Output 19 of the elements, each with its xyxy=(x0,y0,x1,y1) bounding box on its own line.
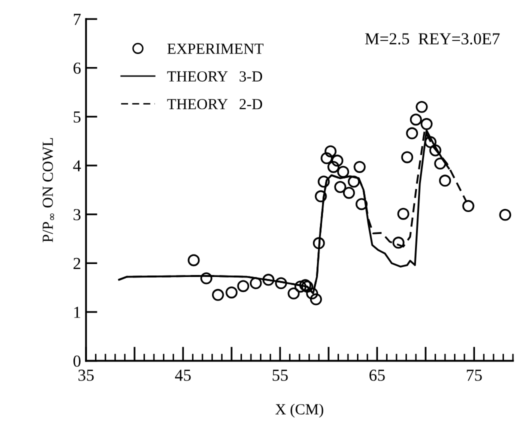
x-tick-label: 35 xyxy=(78,370,94,381)
y-tick-label: 2 xyxy=(74,258,80,269)
x-tick-label: 75 xyxy=(466,370,482,381)
legend-label: THEORY 2-D xyxy=(167,99,262,110)
y-axis-title: P/P$_{∞}$ ON COWL xyxy=(42,138,54,242)
y-tick-label: 0 xyxy=(73,356,81,367)
y-tick-label: 5 xyxy=(74,112,81,123)
y-tick-label: 1 xyxy=(74,306,80,318)
x-tick-label: 65 xyxy=(369,370,385,381)
y-tick-label: 7 xyxy=(74,14,81,25)
y-tick-label: 4 xyxy=(73,160,81,172)
x-axis-title: X (CM) xyxy=(275,404,324,418)
legend-label: EXPERIMENT xyxy=(167,44,264,54)
x-tick-label: 55 xyxy=(272,370,288,381)
y-tick-label: 6 xyxy=(74,62,81,74)
legend-label: THEORY 3-D xyxy=(167,71,262,82)
x-tick-label: 45 xyxy=(175,370,191,381)
y-tick-label: 3 xyxy=(74,209,81,220)
annotation: M=2.5 REY=3.0E7 xyxy=(365,33,500,45)
